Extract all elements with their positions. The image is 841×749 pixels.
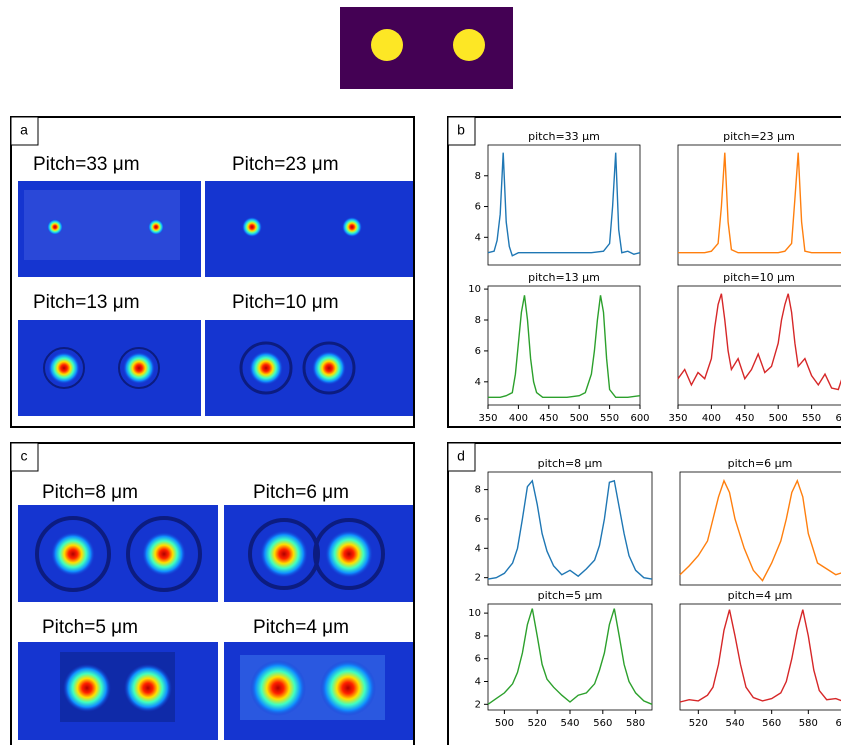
- x-tick-label: 600: [835, 413, 841, 424]
- plot-title: pitch=5 μm: [538, 589, 603, 602]
- plot-area: [487, 285, 641, 406]
- y-tick-label: 4: [475, 377, 481, 388]
- plot-title: pitch=10 μm: [723, 271, 795, 284]
- x-tick-label: 550: [600, 413, 619, 424]
- y-tick-label: 4: [475, 677, 481, 688]
- data-line: [487, 479, 653, 580]
- image-title: Pitch=5 μm: [42, 617, 138, 638]
- image-title: Pitch=23 μm: [232, 154, 339, 175]
- panel-frame: [447, 116, 841, 428]
- plot-title: pitch=13 μm: [528, 271, 600, 284]
- x-tick-label: 540: [560, 718, 579, 729]
- image-title: Pitch=13 μm: [33, 292, 140, 313]
- x-tick-label: 400: [509, 413, 528, 424]
- plot-area: [677, 144, 841, 266]
- plot-title: pitch=23 μm: [723, 130, 795, 143]
- intensity-image: [18, 505, 413, 740]
- panel-label: a: [20, 122, 28, 138]
- image-title: Pitch=10 μm: [232, 292, 339, 313]
- image-title: Pitch=33 μm: [33, 154, 140, 175]
- x-tick-label: 550: [802, 413, 821, 424]
- x-tick-label: 450: [735, 413, 754, 424]
- y-tick-label: 8: [475, 631, 481, 642]
- x-tick-label: 520: [528, 718, 547, 729]
- panel-frame: [10, 116, 415, 428]
- x-tick-label: 580: [626, 718, 645, 729]
- x-tick-label: 400: [702, 413, 721, 424]
- x-tick-label: 350: [668, 413, 687, 424]
- x-tick-label: 580: [799, 718, 818, 729]
- x-tick-label: 600: [630, 413, 649, 424]
- x-tick-label: 560: [762, 718, 781, 729]
- label-box: [10, 116, 39, 146]
- intensity-image: [18, 181, 413, 416]
- x-tick-label: 500: [570, 413, 589, 424]
- y-tick-label: 8: [475, 485, 481, 496]
- y-tick-label: 4: [475, 543, 481, 554]
- data-line: [678, 152, 841, 254]
- x-tick-label: 500: [769, 413, 788, 424]
- sample-image: [340, 7, 513, 89]
- label-box: [10, 442, 39, 472]
- x-tick-label: 560: [593, 718, 612, 729]
- plot-title: pitch=6 μm: [728, 457, 793, 470]
- panel-frame: [447, 442, 841, 749]
- plot-area: [677, 285, 841, 406]
- x-tick-label: 520: [689, 718, 708, 729]
- panel-label: b: [457, 122, 465, 138]
- plot-area: [487, 471, 653, 586]
- plot-area: [679, 471, 841, 586]
- data-line: [487, 608, 653, 705]
- y-tick-label: 2: [475, 573, 481, 584]
- sample-dot: [371, 29, 403, 61]
- y-tick-label: 6: [475, 654, 481, 665]
- data-line: [679, 609, 841, 703]
- panel-frame: [10, 442, 415, 749]
- plot-area: [487, 603, 653, 711]
- data-line: [677, 293, 841, 391]
- y-tick-label: 2: [475, 699, 481, 710]
- panel-label: d: [457, 448, 465, 464]
- y-tick-label: 6: [475, 346, 481, 357]
- label-box: [447, 116, 476, 146]
- x-tick-label: 450: [539, 413, 558, 424]
- y-tick-label: 4: [475, 232, 481, 243]
- image-title: Pitch=8 μm: [42, 482, 138, 503]
- y-tick-label: 8: [475, 315, 481, 326]
- data-line: [487, 152, 641, 257]
- y-tick-label: 6: [475, 514, 481, 525]
- y-tick-label: 10: [468, 608, 481, 619]
- data-line: [679, 478, 841, 582]
- plot-title: pitch=8 μm: [538, 457, 603, 470]
- x-tick-label: 540: [725, 718, 744, 729]
- y-tick-label: 6: [475, 202, 481, 213]
- y-tick-label: 8: [475, 171, 481, 182]
- x-tick-label: 350: [478, 413, 497, 424]
- plot-title: pitch=4 μm: [728, 589, 793, 602]
- plot-area: [679, 603, 841, 711]
- image-title: Pitch=4 μm: [253, 617, 349, 638]
- x-tick-label: 600: [835, 718, 841, 729]
- data-line: [488, 295, 641, 398]
- x-tick-label: 500: [495, 718, 514, 729]
- image-title: Pitch=6 μm: [253, 482, 349, 503]
- panel-label: c: [21, 448, 28, 464]
- plot-title: pitch=33 μm: [528, 130, 600, 143]
- y-tick-label: 10: [468, 284, 481, 295]
- sample-dot: [453, 29, 485, 61]
- label-box: [447, 442, 476, 472]
